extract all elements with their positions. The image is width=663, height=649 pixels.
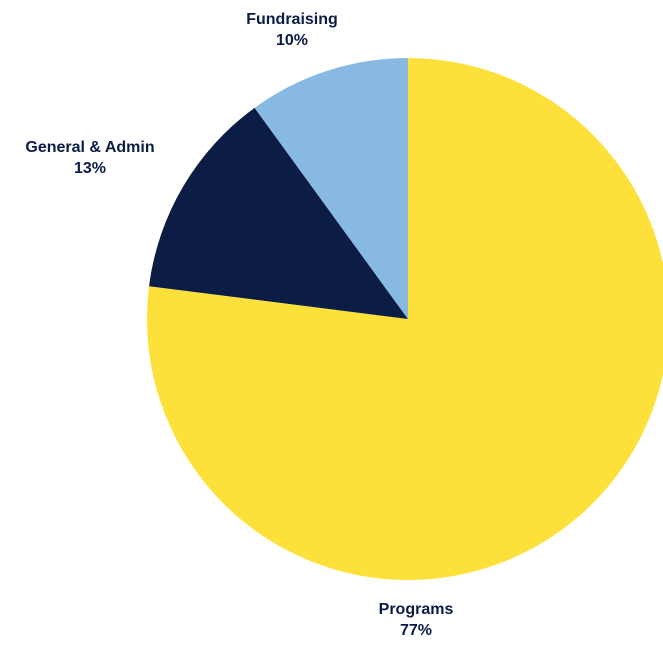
slice-label-programs: Programs 77% <box>379 601 454 639</box>
slices-layer <box>147 58 663 580</box>
slice-category-label: Programs <box>379 601 454 618</box>
pie-slice-general-admin <box>149 107 409 320</box>
slice-percent-label: 13% <box>74 160 106 177</box>
slice-category-label: General & Admin <box>25 139 154 156</box>
slice-label-fundraising: Fundraising 10% <box>246 11 338 49</box>
pie-slice-fundraising <box>254 58 408 319</box>
slice-category-label: Fundraising <box>246 11 338 28</box>
pie-slice-programs <box>147 58 663 580</box>
slice-label-general-admin: General & Admin 13% <box>25 139 154 177</box>
slice-percent-label: 77% <box>400 622 432 639</box>
labels-layer: Programs 77% General & Admin 13% Fundraising… <box>25 11 453 639</box>
slice-percent-label: 10% <box>276 32 308 49</box>
